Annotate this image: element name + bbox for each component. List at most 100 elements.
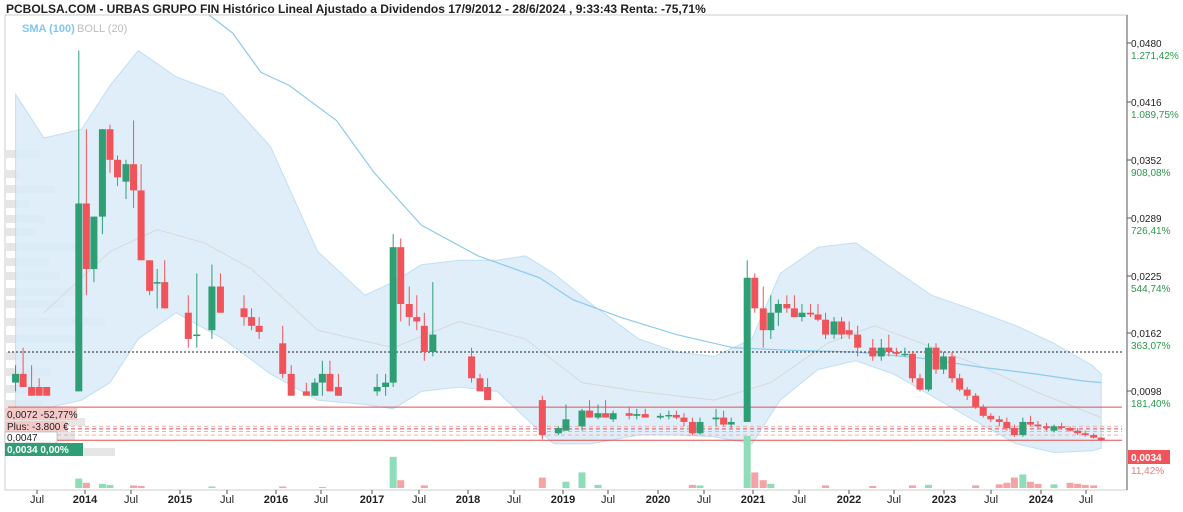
x-tick-label: 2017 (360, 494, 384, 506)
volume-bar (1003, 482, 1011, 488)
candle-body (130, 164, 138, 191)
x-tick-label: Jul (601, 494, 615, 506)
y-tick-price: 0,0289 (1131, 214, 1162, 225)
candle-body (830, 321, 838, 335)
y-tick-price: 0,0480 (1131, 39, 1162, 50)
y-tick-change: 181,40% (1131, 399, 1171, 410)
sma-indicator-label[interactable]: SMA (100) (22, 23, 75, 35)
volume-bar (318, 486, 326, 488)
volume-bar (1066, 482, 1074, 488)
candle-body (1003, 421, 1011, 429)
candle-body (578, 410, 586, 427)
candle-body (845, 330, 853, 335)
candle-body (468, 356, 476, 379)
candle-body (633, 414, 641, 416)
y-tick-change: 1.271,42% (1131, 51, 1179, 62)
candle-body (1050, 426, 1058, 431)
x-tick-label: Jul (792, 494, 806, 506)
candle-body (420, 325, 428, 353)
x-tick-label: 2014 (73, 494, 98, 506)
volume-bar (578, 472, 586, 488)
candle-body (822, 319, 830, 335)
axis-partial-label: 11,42% (1131, 466, 1164, 477)
boll-indicator-label[interactable]: BOLL (20) (77, 23, 127, 35)
candle-body (397, 247, 405, 304)
candle-body (1058, 426, 1066, 429)
candle-body (405, 303, 413, 318)
x-tick-label: 2018 (456, 494, 480, 506)
candle-body (19, 373, 27, 387)
candle-body (311, 382, 319, 396)
candle-body (688, 421, 696, 434)
level-label-3: 0,0047 (7, 433, 38, 444)
candle-body (594, 413, 602, 418)
candle-body (720, 417, 728, 425)
candle-body (12, 373, 20, 383)
candle-body (184, 312, 192, 339)
x-tick-label: Jul (507, 494, 521, 506)
y-tick-change: 544,74% (1131, 284, 1171, 295)
candle-body (948, 356, 956, 379)
volume-bar (538, 477, 546, 488)
candle-body (712, 417, 720, 420)
y-tick-price: 0,0352 (1131, 156, 1162, 167)
candle-body (869, 347, 877, 357)
candle-body (326, 373, 334, 392)
volume-bar (1026, 481, 1034, 488)
candle-body (877, 347, 885, 357)
chart-title: PCBOLSA.COM - URBAS GRUPO FIN Histórico … (6, 2, 706, 16)
y-tick-change: 726,41% (1131, 226, 1171, 237)
candle-body (240, 308, 248, 318)
candle-body (602, 413, 610, 418)
candle-body (995, 419, 1003, 422)
candle-body (1034, 424, 1042, 427)
candle-body (43, 386, 51, 396)
volume-bar (75, 478, 83, 488)
y-tick-price: 0,0225 (1131, 272, 1162, 283)
x-tick-label: Jul (887, 494, 901, 506)
x-axis: Jul 2014 Jul 2015 Jul 2016 Jul 2017 Jul 2018 Jul 20… (30, 490, 1093, 506)
y-tick-price: 0,0162 (1131, 329, 1162, 340)
volume-bar (130, 485, 138, 488)
candle-body (586, 410, 594, 418)
level-label-bg-4 (5, 443, 83, 456)
candle-body (908, 353, 916, 379)
candle-body (82, 203, 90, 270)
candle-body (806, 312, 814, 315)
level-label-bg-2 (5, 421, 67, 432)
candle-body (255, 325, 263, 332)
candle-body (798, 312, 806, 318)
candle-body (28, 386, 36, 396)
candle-body (106, 129, 114, 160)
candle-body (774, 303, 782, 313)
candle-body (193, 334, 201, 337)
volume-bar (759, 480, 767, 488)
current-price-tag: 0,0034 (1131, 453, 1162, 464)
candle-body (751, 277, 759, 309)
candle-body (956, 378, 964, 390)
candle-body (987, 415, 995, 420)
candle-body (854, 334, 862, 348)
volume-bar (137, 485, 145, 488)
volume-bar (1019, 474, 1027, 488)
x-tick-label: 2016 (264, 494, 288, 506)
volume-bar (1050, 484, 1058, 488)
volume-bar (869, 485, 877, 488)
volume-bar (562, 481, 570, 488)
candle-body (279, 343, 287, 374)
volume-bar (1090, 485, 1098, 488)
candle-body (767, 312, 775, 331)
candle-body (146, 260, 154, 291)
candle-body (979, 407, 987, 416)
volume-bar (1081, 484, 1089, 488)
volume-bar (924, 484, 932, 488)
candle-body (963, 389, 971, 396)
candle-body (208, 286, 216, 331)
candle-body (413, 317, 421, 322)
x-tick-label: 2021 (741, 494, 765, 506)
candle-body (373, 386, 381, 392)
x-tick-label: 2022 (837, 494, 861, 506)
volume-bar (1010, 477, 1018, 488)
candle-body (429, 334, 437, 353)
x-tick-label: Jul (314, 494, 328, 506)
